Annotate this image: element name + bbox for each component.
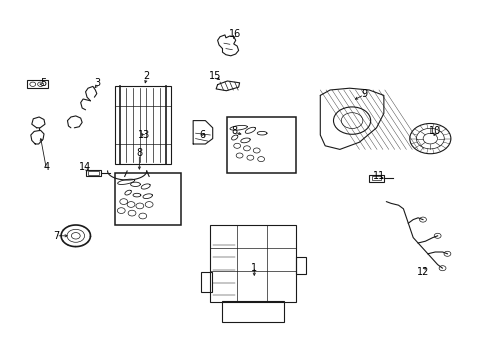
Text: 12: 12 [416, 267, 428, 277]
Bar [115, 173, 181, 225]
Text: 13: 13 [138, 130, 150, 140]
Bar [115, 86, 171, 164]
Text: 4: 4 [43, 162, 49, 172]
Bar [368, 175, 383, 182]
Text: 15: 15 [208, 71, 221, 81]
Text: 8: 8 [136, 148, 142, 158]
Bar [222, 301, 283, 322]
Bar [210, 225, 295, 302]
Bar [201, 272, 212, 292]
Text: 8: 8 [231, 126, 237, 136]
Text: 10: 10 [428, 126, 441, 136]
Bar [85, 170, 101, 176]
Bar [87, 171, 99, 175]
Text: 6: 6 [200, 130, 205, 140]
Bar [27, 80, 48, 88]
Text: 5: 5 [40, 78, 46, 88]
Text: 9: 9 [361, 89, 366, 99]
Bar [295, 257, 305, 274]
Bar [227, 117, 295, 173]
Text: 16: 16 [228, 29, 241, 39]
Text: 3: 3 [95, 78, 101, 88]
Text: 11: 11 [372, 171, 385, 181]
Bar [371, 176, 381, 180]
Text: 2: 2 [143, 71, 149, 81]
Text: 14: 14 [79, 162, 92, 172]
Text: 7: 7 [53, 231, 59, 241]
Text: 1: 1 [251, 263, 257, 273]
